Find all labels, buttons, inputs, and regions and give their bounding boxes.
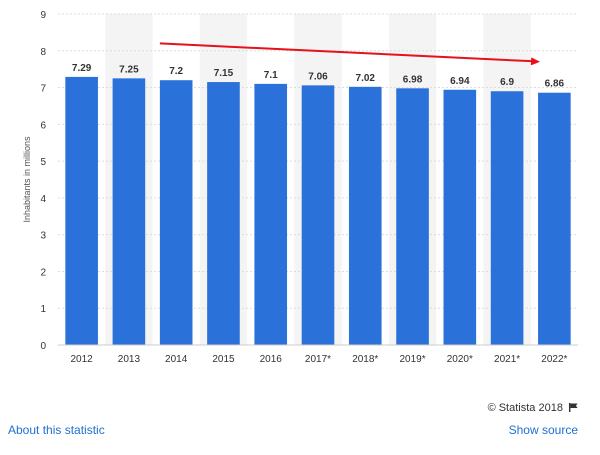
bar-2014 (159, 80, 193, 345)
x-axis-ticks: 2012 2013 2014 2015 2016 2017* 2018* 2019* 2020*… (71, 354, 568, 365)
data-label-2012: 7.29 (72, 63, 92, 74)
x-tick-2012: 2012 (71, 354, 94, 365)
trend-arrow (159, 42, 541, 66)
y-axis-ticks: 0 1 2 3 4 5 6 7 8 9 (40, 10, 46, 352)
x-tick-2020*: 2020* (447, 354, 473, 365)
x-tick-2014: 2014 (165, 354, 188, 365)
y-tick-5: 5 (40, 157, 46, 168)
bar-2021* (490, 91, 524, 345)
x-tick-2022*: 2022* (541, 354, 567, 365)
y-tick-0: 0 (40, 341, 46, 352)
y-axis-label: Inhabitants in millions (22, 136, 32, 223)
data-label-2021*: 6.9 (500, 77, 514, 88)
x-tick-2013: 2013 (118, 354, 141, 365)
y-tick-8: 8 (40, 47, 46, 58)
show-source-link[interactable]: Show source (508, 423, 578, 437)
data-label-2017*: 7.06 (308, 71, 328, 82)
flag-icon[interactable] (569, 403, 578, 412)
x-tick-2019*: 2019* (399, 354, 425, 365)
data-labels: 7.29 7.25 7.2 7.15 7.1 7.06 7.02 6.98 6.94 6.9 6.8… (72, 63, 565, 90)
y-tick-4: 4 (40, 194, 46, 205)
data-label-2019*: 6.98 (403, 74, 423, 85)
data-label-2015: 7.15 (214, 68, 234, 79)
y-tick-1: 1 (40, 304, 46, 315)
data-label-2014: 7.2 (169, 66, 183, 77)
data-label-2013: 7.25 (119, 64, 139, 75)
y-tick-9: 9 (40, 10, 46, 21)
bars (65, 76, 571, 346)
bar-2022* (538, 92, 571, 346)
y-tick-3: 3 (40, 231, 46, 242)
about-this-statistic-link[interactable]: About this statistic (8, 423, 105, 437)
data-label-2018*: 7.02 (356, 73, 376, 84)
bar-2018* (348, 86, 382, 345)
x-tick-2021*: 2021* (494, 354, 520, 365)
y-tick-2: 2 (40, 267, 46, 278)
trend-arrowhead (530, 57, 541, 66)
x-tick-2018*: 2018* (352, 354, 378, 365)
trend-line (159, 42, 535, 63)
statista-credit: © Statista 2018 (488, 402, 578, 414)
x-tick-2015: 2015 (212, 354, 235, 365)
credit-text: © Statista 2018 (487, 402, 563, 414)
x-tick-2017*: 2017* (305, 354, 331, 365)
data-label-2016: 7.1 (264, 70, 278, 81)
bar-2020* (443, 89, 477, 345)
bar-2012 (65, 76, 98, 345)
bar-2016 (254, 83, 288, 345)
y-tick-7: 7 (40, 84, 46, 95)
data-label-2020*: 6.94 (450, 76, 470, 87)
bar-2017* (301, 85, 335, 346)
bar-2013 (112, 78, 146, 345)
y-tick-6: 6 (40, 120, 46, 131)
data-label-2022*: 6.86 (545, 79, 565, 90)
bar-2019* (396, 88, 429, 346)
bar-2015 (207, 82, 240, 346)
x-tick-2016: 2016 (260, 354, 283, 365)
